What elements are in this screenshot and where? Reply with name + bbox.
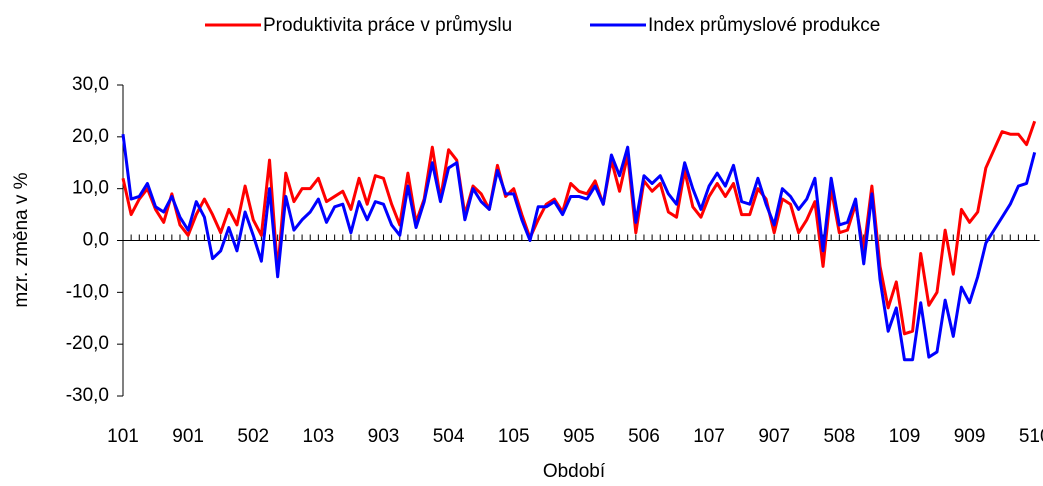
x-tick-label: 107 <box>693 426 725 447</box>
x-tick-label: 506 <box>628 426 660 447</box>
series-line <box>121 120 1037 336</box>
x-tick-label: 905 <box>563 426 595 447</box>
x-tick-label: 101 <box>107 426 139 447</box>
x-axis-label: Období <box>543 461 606 482</box>
y-tick-label: -20,0 <box>66 333 109 354</box>
y-tick-label: 10,0 <box>72 178 109 199</box>
y-tick-label: 0,0 <box>83 230 109 251</box>
x-tick-label: 508 <box>823 426 855 447</box>
y-axis-label: mzr. změna v % <box>11 172 32 307</box>
x-tick-label: 909 <box>954 426 986 447</box>
legend-label: Produktivita práce v průmyslu <box>263 15 512 36</box>
y-tick-label: 30,0 <box>72 74 109 95</box>
x-tick-label: 109 <box>889 426 921 447</box>
x-tick-label: 105 <box>498 426 530 447</box>
x-tick-label: 510 <box>1019 426 1043 447</box>
y-tick-label: -30,0 <box>66 385 109 406</box>
y-tick-label: -10,0 <box>66 281 109 302</box>
x-tick-label: 103 <box>303 426 335 447</box>
x-tick-label: 903 <box>368 426 400 447</box>
series-line <box>121 134 1037 362</box>
x-tick-label: 901 <box>172 426 204 447</box>
y-tick-label: 20,0 <box>72 126 109 147</box>
x-tick-label: 907 <box>758 426 790 447</box>
x-tick-label: 502 <box>237 426 269 447</box>
x-tick-label: 504 <box>433 426 465 447</box>
legend-label: Index průmyslové produkce <box>648 15 880 36</box>
